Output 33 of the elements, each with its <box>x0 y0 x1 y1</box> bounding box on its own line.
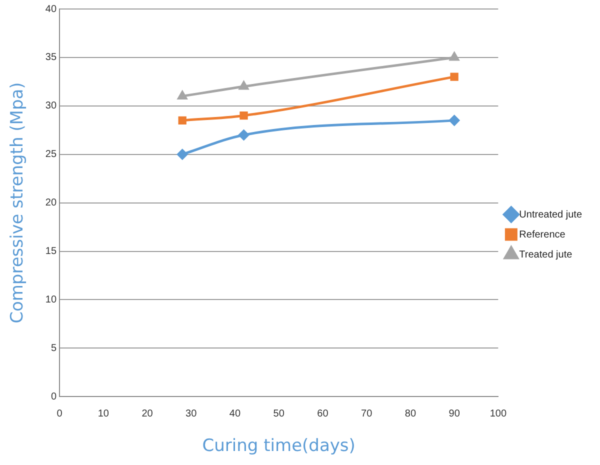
x-tick-label: 10 <box>98 408 110 420</box>
y-axis-title: Compressive strength (Mpa) <box>8 82 28 324</box>
y-tick-label: 30 <box>45 100 57 112</box>
point <box>450 52 460 61</box>
y-tick-label: 25 <box>45 149 57 160</box>
legend-label: Untreated jute <box>519 209 582 220</box>
legend-label: Treated jute <box>519 249 573 260</box>
x-tick-label: 40 <box>229 408 241 420</box>
y-tick-label: 20 <box>45 198 57 209</box>
x-tick-label: 100 <box>490 408 507 420</box>
y-tick-label: 0 <box>50 391 57 402</box>
x-tick-label: 30 <box>186 408 198 420</box>
point <box>238 130 250 140</box>
point <box>178 116 186 125</box>
point <box>177 149 188 160</box>
x-axis-title: Curing time(days) <box>202 436 356 456</box>
x-tick-label: 60 <box>317 408 329 420</box>
y-tick-label: 40 <box>45 4 57 15</box>
y-tick-label: 35 <box>45 52 57 64</box>
legend-label: Reference <box>519 229 566 240</box>
x-tick-label: 20 <box>142 408 154 420</box>
y-tick-label: 5 <box>50 342 57 354</box>
x-tick-label: 90 <box>448 408 460 420</box>
point <box>240 112 248 120</box>
point <box>239 81 248 90</box>
x-tick-label: 70 <box>361 408 373 420</box>
y-tick-label: 10 <box>45 294 57 306</box>
x-tick-label: 50 <box>273 408 285 420</box>
point <box>178 90 188 100</box>
y-tick-label: 15 <box>45 246 57 257</box>
point <box>449 115 460 126</box>
point <box>450 72 458 81</box>
x-tick-label: 80 <box>404 408 416 420</box>
